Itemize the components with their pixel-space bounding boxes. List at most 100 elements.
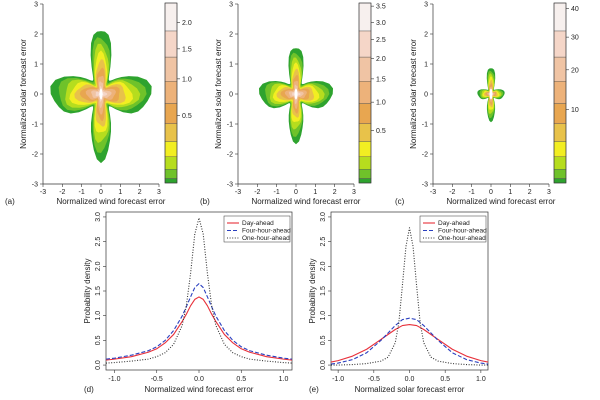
y-tick-label: 0.5 [95,335,102,345]
colorbar-band [553,156,567,170]
y-tick-label: 3 [34,2,38,9]
colorbar-tick-label: 40 [571,6,579,13]
colorbar: 10 20 30 40 [553,2,579,184]
colorbar-band [553,81,567,104]
x-axis-label: Normalized wind forecast error [57,197,166,206]
y-tick-label: 1 [34,62,38,69]
colorbar-band [553,123,567,142]
series-line-one-hour-ahead [331,227,488,366]
colorbar-band [358,123,372,142]
colorbar-band [553,141,567,157]
x-tick-label: -3 [40,189,46,196]
x-tick-label: 1 [508,189,512,196]
colorbar-band [358,103,372,124]
colorbar-tick-label: 0.5 [376,128,386,135]
colorbar-frame [358,2,372,184]
colorbar-tick-label: 3.5 [376,4,386,11]
x-tick-label: 2 [138,189,142,196]
y-tick-label: 2.5 [95,237,102,247]
colorbar-tick-label: 10 [571,107,579,114]
y-tick-label: 1 [229,62,233,69]
colorbar-tick-label: 2.0 [376,56,386,63]
x-tick-label: 0.0 [194,376,204,383]
y-tick-label: 0 [424,92,428,99]
colorbar-band [358,141,372,157]
y-tick-label: 3.0 [320,212,327,222]
colorbar-tick-label: 3.0 [376,20,386,27]
x-tick-label: -3 [430,189,436,196]
y-tick-label: 2 [424,32,428,39]
y-axis-label: Normalized solar forecast error [214,39,223,149]
colorbar: 0.5 1.0 1.5 2.0 2.5 3.0 3.5 [358,2,386,184]
y-axis-label: Normalized solar forecast error [409,39,418,149]
y-axis-label: Probability density [83,259,92,324]
y-tick-label: 2.5 [320,237,327,247]
colorbar-tick-label: 0.5 [182,113,192,120]
x-axis-label: Normalized wind forecast error [145,385,254,394]
density-peak [99,88,103,100]
x-tick-label: 1 [118,189,122,196]
series-line-four-hour-ahead [105,283,293,360]
colorbar-tick-label: 1.5 [376,76,386,83]
series-line-day-ahead [330,324,489,363]
y-tick-label: 0.0 [95,360,102,370]
x-tick-label: -2 [59,189,65,196]
y-tick-label: 2 [34,32,38,39]
colorbar-tick-label: 1.0 [376,100,386,107]
y-tick-label: 3.0 [95,212,102,222]
y-tick-label: 1 [424,62,428,69]
y-tick-label: 2.0 [320,261,327,271]
x-tick-label: -1 [79,189,85,196]
colorbar-tick-label: 2.5 [376,37,386,44]
x-axis-label: Normalized solar forecast error [355,385,465,394]
x-tick-label: -2 [254,189,260,196]
colorbar-band [164,178,178,184]
colorbar-frame [164,2,178,184]
y-tick-label: 2 [229,32,233,39]
colorbar-band [164,169,178,179]
density-blob [258,48,334,145]
density-blob [50,31,152,164]
y-tick-label: 1.0 [320,311,327,321]
colorbar-band [553,103,567,124]
x-tick-label: 0.0 [405,376,415,383]
x-tick-label: -1 [274,189,280,196]
x-tick-label: -2 [449,189,455,196]
colorbar-tick-label: 20 [571,67,579,74]
legend-entry: One-hour-ahead [242,235,290,242]
x-tick-label: 0 [294,189,298,196]
colorbar-band [553,30,567,58]
y-tick-label: 0.0 [320,360,327,370]
x-axis-label: Normalized wind forecast error [447,197,556,206]
x-tick-label: 2 [333,189,337,196]
panel-label: (e) [309,385,319,394]
series-line-day-ahead [105,296,293,361]
colorbar-frame [553,2,567,184]
colorbar-tick-label: 30 [571,35,579,42]
colorbar-band [164,123,178,142]
y-tick-label: -3 [32,182,38,189]
colorbar-band [358,56,372,82]
panel-label: (a) [5,197,15,206]
x-tick-label: -1 [469,189,475,196]
density-peak [294,88,298,100]
x-tick-label: 0 [99,189,103,196]
x-tick-label: -0.5 [151,376,163,383]
y-tick-label: -2 [422,152,428,159]
panel-label: (d) [84,385,94,394]
x-tick-label: 3 [547,189,551,196]
colorbar-band [358,30,372,58]
colorbar-band [553,178,567,184]
colorbar-tick-label: 1.5 [182,46,192,53]
colorbar-band [164,141,178,157]
x-axis-label: Normalized wind forecast error [252,197,361,206]
y-tick-label: 2.0 [95,261,102,271]
y-axis-label: Probability density [308,259,317,324]
panel-e: -1.0 -0.5 0.0 0.5 1.0 0.0 0.5 1.0 1.5 2.0 2.5 3.0 Da… [308,211,489,394]
colorbar-band [358,81,372,104]
x-tick-label: -1.0 [108,376,120,383]
y-tick-label: -1 [422,122,428,129]
